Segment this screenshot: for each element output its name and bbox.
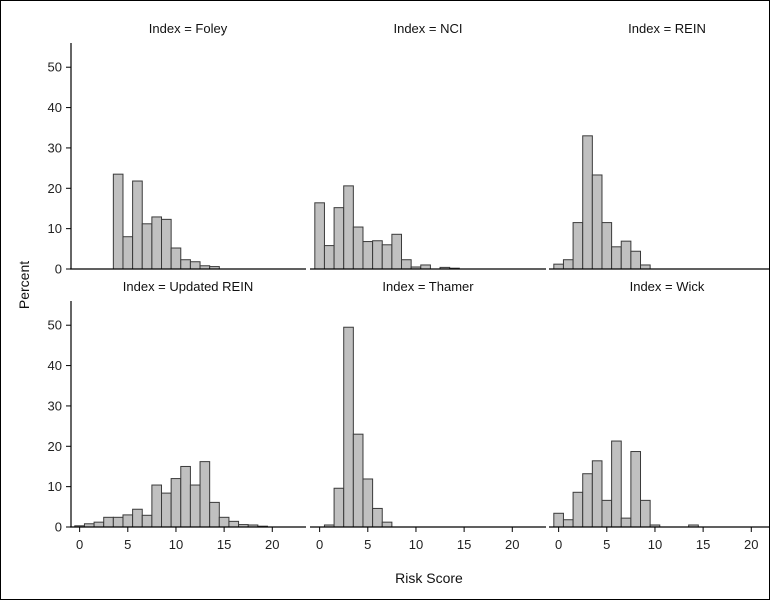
- panel-title-4: Index = Thamer: [382, 279, 474, 294]
- x-tick-label-2-5: 5: [603, 537, 610, 552]
- y-tick-label-1-20: 20: [48, 439, 62, 454]
- bar-2-9: [640, 264, 651, 270]
- x-tick-label-1-0: 0: [316, 537, 323, 552]
- y-axis-title: Percent: [16, 261, 32, 309]
- bar-5-0: [553, 512, 564, 528]
- x-tick-label-1-5: 5: [364, 537, 371, 552]
- bar-1-1: [323, 245, 335, 270]
- bar-0-8: [151, 216, 163, 270]
- x-tick-label-1-20: 20: [505, 537, 519, 552]
- bar-1-5: [362, 241, 374, 270]
- y-tick-label-0-30: 30: [48, 140, 62, 155]
- bar-0-11: [180, 259, 191, 270]
- x-tick-label-0-0: 0: [76, 537, 83, 552]
- bar-0-10: [170, 247, 182, 270]
- y-tick-label-0-20: 20: [48, 181, 62, 196]
- bar-2-6: [611, 246, 622, 270]
- bar-0-12: [189, 261, 201, 270]
- bar-4-3: [343, 326, 354, 528]
- bar-3-5: [122, 514, 134, 528]
- bar-1-8: [391, 233, 403, 270]
- bar-1-9: [401, 259, 412, 270]
- bar-1-11: [420, 264, 431, 270]
- bar-5-3: [582, 473, 593, 528]
- bar-3-8: [151, 484, 163, 528]
- x-tick-label-2-20: 20: [744, 537, 758, 552]
- x-tick-label-0-5: 5: [124, 537, 131, 552]
- bar-3-2: [93, 521, 105, 528]
- bar-1-0: [314, 202, 325, 270]
- bar-5-7: [620, 517, 632, 528]
- y-tick-label-1-10: 10: [48, 479, 62, 494]
- bar-3-10: [170, 478, 182, 528]
- bar-2-3: [582, 135, 593, 270]
- bar-2-5: [601, 222, 613, 270]
- panel-title-0: Index = Foley: [149, 21, 228, 36]
- bar-2-0: [553, 263, 564, 270]
- bar-3-3: [103, 516, 114, 528]
- bar-4-7: [381, 521, 393, 528]
- x-tick-label-2-10: 10: [648, 537, 662, 552]
- y-tick-label-1-30: 30: [48, 398, 62, 413]
- bar-3-6: [132, 508, 143, 528]
- bar-1-6: [372, 240, 383, 270]
- bar-3-12: [189, 484, 201, 528]
- bar-1-2: [333, 207, 345, 270]
- bar-2-1: [562, 259, 574, 270]
- panel-title-3: Index = Updated REIN: [123, 279, 253, 294]
- bar-5-9: [640, 499, 651, 528]
- bar-3-16: [228, 520, 240, 528]
- bar-0-6: [132, 180, 143, 270]
- bar-3-7: [141, 514, 153, 528]
- bar-2-7: [620, 240, 632, 270]
- bar-3-15: [218, 516, 230, 528]
- bar-0-9: [161, 218, 172, 270]
- bar-4-4: [352, 433, 364, 528]
- y-tick-label-0-0: 0: [55, 262, 62, 277]
- bar-0-7: [141, 223, 153, 270]
- x-tick-label-2-0: 0: [555, 537, 562, 552]
- bar-5-6: [611, 440, 622, 528]
- bar-5-4: [591, 460, 603, 528]
- x-tick-label-0-20: 20: [265, 537, 279, 552]
- bar-3-14: [209, 501, 220, 528]
- bar-1-7: [381, 244, 393, 270]
- bar-5-5: [601, 499, 613, 528]
- panel-title-5: Index = Wick: [630, 279, 705, 294]
- y-tick-label-1-50: 50: [48, 318, 62, 333]
- bar-4-2: [333, 487, 345, 528]
- y-tick-label-0-10: 10: [48, 221, 62, 236]
- bar-0-4: [112, 173, 124, 270]
- y-tick-label-0-40: 40: [48, 100, 62, 115]
- bar-0-5: [122, 236, 134, 270]
- x-tick-label-1-10: 10: [409, 537, 423, 552]
- bar-3-13: [199, 461, 211, 528]
- bar-3-9: [161, 492, 172, 528]
- bar-2-2: [572, 222, 584, 270]
- bar-5-8: [630, 451, 642, 528]
- y-tick-label-1-40: 40: [48, 358, 62, 373]
- x-axis-title: Risk Score: [395, 570, 463, 586]
- x-tick-label-2-15: 15: [696, 537, 710, 552]
- bar-4-5: [362, 478, 374, 528]
- bar-1-4: [352, 226, 364, 270]
- x-tick-label-0-15: 15: [217, 537, 231, 552]
- bar-2-8: [630, 250, 642, 270]
- x-tick-label-1-15: 15: [457, 537, 471, 552]
- panel-title-1: Index = NCI: [393, 21, 462, 36]
- bar-4-6: [372, 507, 383, 528]
- panel-title-2: Index = REIN: [628, 21, 706, 36]
- bar-5-2: [572, 491, 584, 528]
- x-tick-label-0-10: 10: [169, 537, 183, 552]
- y-tick-label-0-50: 50: [48, 60, 62, 75]
- bar-5-1: [562, 519, 574, 528]
- y-tick-label-1-0: 0: [55, 520, 62, 535]
- bar-1-3: [343, 185, 354, 270]
- bar-3-11: [180, 465, 191, 528]
- bar-2-4: [591, 174, 603, 270]
- bar-3-4: [112, 516, 124, 528]
